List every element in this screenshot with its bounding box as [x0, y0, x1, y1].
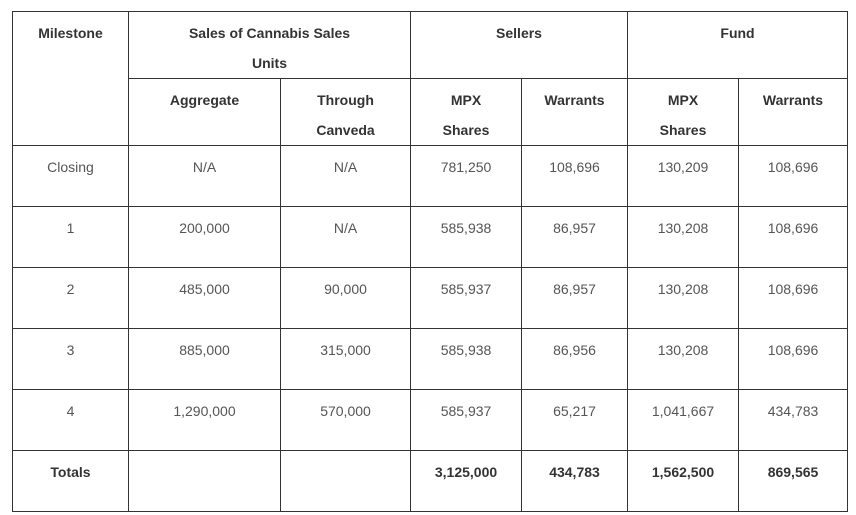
sales-group-header: Sales of Cannabis Sales Units: [127, 11, 412, 79]
fund-warrants-cell: 108,696: [738, 145, 849, 207]
fund-group-header: Fund: [627, 11, 849, 79]
through-canveda-cell: 315,000: [279, 328, 412, 390]
fund-warrants-cell: 434,783: [738, 389, 849, 451]
fund-mpx-header-line1: MPX: [667, 92, 699, 108]
aggregate-cell: 200,000: [128, 206, 281, 268]
table-row: Closing N/A N/A 781,250 108,696 130,209 …: [12, 145, 849, 207]
fund-warrants-header: Warrants: [738, 78, 849, 146]
fund-mpx-header-line2: Shares: [659, 122, 707, 138]
totals-label: Totals: [12, 450, 129, 512]
sellers-mpx-cell: 585,938: [410, 328, 523, 390]
table-row: 1 200,000 N/A 585,938 86,957 130,208 108…: [12, 206, 849, 268]
milestone-header: Milestone: [12, 11, 129, 146]
totals-through-canveda-cell: [279, 450, 412, 512]
totals-row: Totals 3,125,000 434,783 1,562,500 869,5…: [12, 450, 849, 512]
fund-mpx-cell: 130,208: [627, 328, 740, 390]
fund-mpx-cell: 130,208: [627, 267, 740, 329]
sellers-warrants-header: Warrants: [521, 78, 629, 146]
totals-sellers-warrants-cell: 434,783: [521, 450, 629, 512]
sellers-mpx-cell: 781,250: [410, 145, 523, 207]
fund-mpx-shares-header: MPX Shares: [627, 78, 740, 146]
totals-fund-warrants-cell: 869,565: [738, 450, 849, 512]
sellers-mpx-shares-header: MPX Shares: [410, 78, 523, 146]
table-row: 3 885,000 315,000 585,938 86,956 130,208…: [12, 328, 849, 390]
through-canveda-cell: N/A: [279, 206, 412, 268]
sellers-warrants-cell: 86,957: [521, 206, 629, 268]
sellers-warrants-cell: 108,696: [521, 145, 629, 207]
sellers-warrants-cell: 65,217: [521, 389, 629, 451]
sellers-mpx-cell: 585,937: [410, 267, 523, 329]
sellers-mpx-header-line1: MPX: [450, 92, 482, 108]
through-canveda-cell: 570,000: [279, 389, 412, 451]
through-canveda-header: Through Canveda: [279, 78, 412, 146]
sellers-warrants-cell: 86,956: [521, 328, 629, 390]
table-row: 2 485,000 90,000 585,937 86,957 130,208 …: [12, 267, 849, 329]
sellers-warrants-cell: 86,957: [521, 267, 629, 329]
sales-group-header-line1: Sales of Cannabis Sales: [188, 25, 351, 41]
sellers-mpx-cell: 585,938: [410, 206, 523, 268]
fund-warrants-cell: 108,696: [738, 267, 849, 329]
table-row: 4 1,290,000 570,000 585,937 65,217 1,041…: [12, 389, 849, 451]
aggregate-header: Aggregate: [128, 78, 281, 146]
milestone-cell: 1: [12, 206, 129, 268]
totals-sellers-mpx-cell: 3,125,000: [410, 450, 523, 512]
sellers-mpx-cell: 585,937: [410, 389, 523, 451]
sellers-mpx-header-line2: Shares: [442, 122, 490, 138]
aggregate-cell: 1,290,000: [128, 389, 281, 451]
fund-mpx-cell: 130,209: [627, 145, 740, 207]
totals-fund-mpx-cell: 1,562,500: [627, 450, 740, 512]
aggregate-cell: N/A: [128, 145, 281, 207]
header-row-columns: Aggregate Through Canveda MPX Shares War…: [13, 78, 849, 146]
aggregate-cell: 485,000: [128, 267, 281, 329]
fund-warrants-cell: 108,696: [738, 206, 849, 268]
milestone-cell: 4: [12, 389, 129, 451]
through-canveda-cell: N/A: [279, 145, 412, 207]
through-header-line2: Canveda: [316, 122, 375, 138]
header-row-groups: Milestone Sales of Cannabis Sales Units …: [12, 11, 849, 146]
milestone-cell: Closing: [12, 145, 129, 207]
milestone-table: Milestone Sales of Cannabis Sales Units …: [12, 11, 849, 512]
milestone-cell: 3: [12, 328, 129, 390]
through-header-line1: Through: [317, 92, 374, 108]
fund-mpx-cell: 130,208: [627, 206, 740, 268]
sales-group-header-line2: Units: [252, 55, 287, 71]
through-canveda-cell: 90,000: [279, 267, 412, 329]
fund-mpx-cell: 1,041,667: [627, 389, 740, 451]
fund-warrants-cell: 108,696: [738, 328, 849, 390]
totals-aggregate-cell: [128, 450, 281, 512]
milestone-cell: 2: [12, 267, 129, 329]
aggregate-cell: 885,000: [128, 328, 281, 390]
sellers-group-header: Sellers: [410, 11, 629, 79]
